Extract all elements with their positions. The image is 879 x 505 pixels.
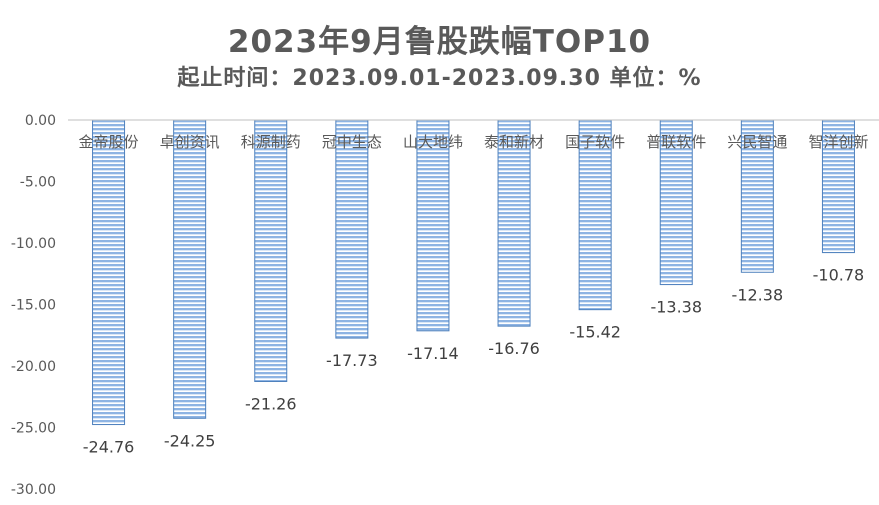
- chart-subtitle: 起止时间：2023.09.01-2023.09.30 单位：%: [177, 66, 702, 91]
- category-label: 泰和新材: [484, 133, 544, 151]
- category-label: 卓创资讯: [160, 133, 220, 151]
- data-label: -16.76: [488, 339, 540, 358]
- category-label: 金帝股份: [79, 133, 139, 151]
- data-label: -24.76: [83, 438, 135, 457]
- y-tick-label: -20.00: [11, 359, 56, 375]
- data-label: -17.73: [326, 351, 378, 370]
- data-labels: -24.76 -24.25 -21.26 -17.73 -17.14 -16.76 -15.…: [83, 266, 864, 457]
- data-label: -13.38: [650, 298, 702, 317]
- chart-title: 2023年9月鲁股跌幅TOP10: [227, 24, 652, 60]
- data-label: -24.25: [164, 431, 216, 450]
- bar: [416, 119, 450, 332]
- y-tick-label: -30.00: [11, 482, 56, 498]
- data-label: -21.26: [245, 394, 297, 413]
- y-tick-label: -10.00: [11, 236, 56, 252]
- data-label: -15.42: [569, 323, 621, 342]
- y-tick-label: -5.00: [20, 175, 56, 191]
- y-tick-label: -25.00: [11, 421, 56, 437]
- category-label: 国子软件: [565, 133, 625, 151]
- category-labels: 金帝股份 卓创资讯 科源制药 冠中生态 山大地纬 泰和新材 国子软件 普联软件 兴民智通 智洋创新: [79, 133, 869, 151]
- data-label: -12.38: [732, 285, 784, 304]
- y-tick-label: 0.00: [25, 113, 56, 129]
- category-label: 科源制药: [241, 133, 301, 151]
- bar: [335, 119, 369, 339]
- bar: [578, 119, 612, 311]
- data-label: -17.14: [407, 344, 459, 363]
- category-label: 普联软件: [646, 133, 706, 151]
- data-label: -10.78: [813, 266, 865, 285]
- bar: [821, 119, 855, 254]
- bar: [254, 119, 288, 382]
- category-label: 智洋创新: [808, 133, 868, 151]
- y-axis: 0.00 -5.00 -10.00 -15.00 -20.00 -25.00 -30.00: [11, 113, 56, 498]
- bar: [173, 119, 207, 419]
- bar: [92, 119, 126, 426]
- y-tick-label: -15.00: [11, 298, 56, 314]
- category-label: 山大地纬: [403, 133, 463, 151]
- category-label: 冠中生态: [322, 133, 382, 151]
- category-label: 兴民智通: [727, 133, 787, 151]
- bar: [659, 119, 693, 286]
- bars: [92, 119, 855, 426]
- bar: [497, 119, 531, 327]
